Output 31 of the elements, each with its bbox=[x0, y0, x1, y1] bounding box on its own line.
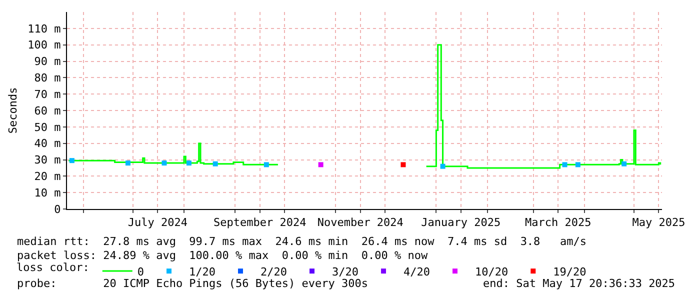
y-tick-label: 90 m bbox=[34, 55, 62, 68]
text: median rtt: 27.8 ms avg 99.7 ms max 24.6 ms min 26.4 ms now 7.4 ms sd 3.8 am/s bbox=[17, 235, 587, 248]
legend-label: 3/20 bbox=[332, 265, 359, 278]
y-tick-label: 60 m bbox=[34, 104, 62, 118]
legend-label: 10/20 bbox=[475, 265, 508, 278]
x-tick-label: January 2025 bbox=[421, 216, 501, 230]
x-tick-label: March 2025 bbox=[525, 216, 592, 230]
legend-title: loss color: bbox=[16, 260, 90, 274]
y-tick-label: 30 m bbox=[34, 154, 62, 167]
legend-label: 2/20 bbox=[260, 265, 288, 278]
y-tick-label: 40 m bbox=[34, 137, 62, 150]
legend-label: 0 bbox=[137, 265, 144, 278]
y-tick-label: 80 m bbox=[34, 72, 62, 85]
x-tick-label: September 2024 bbox=[213, 216, 307, 230]
text: probe: 20 ICMP Echo Pings (56 Bytes) every 300s bbox=[17, 277, 368, 290]
legend-label: 4/20 bbox=[404, 265, 430, 278]
y-tick-label: 110 m bbox=[28, 22, 62, 36]
legend-label: 19/20 bbox=[553, 265, 586, 278]
y-axis-title: Seconds bbox=[6, 87, 20, 134]
y-tick-label: 70 m bbox=[34, 88, 62, 101]
x-tick-label: May 2025 bbox=[632, 216, 686, 230]
y-tick-label: 0 bbox=[54, 202, 61, 216]
y-tick-label: 20 m bbox=[34, 170, 62, 184]
y-tick-label: 100 m bbox=[28, 38, 62, 52]
text: end: Sat May 17 20:36:33 2025 bbox=[483, 277, 676, 290]
x-tick-label: November 2024 bbox=[317, 216, 404, 230]
x-tick-label: July 2024 bbox=[128, 216, 188, 230]
y-tick-label: 10 m bbox=[34, 186, 62, 200]
text: packet loss: 24.89 % avg 100.00 % max 0.00 % min 0.00 % now bbox=[17, 249, 428, 262]
legend-label: 1/20 bbox=[189, 265, 216, 278]
y-tick-label: 50 m bbox=[34, 120, 62, 134]
